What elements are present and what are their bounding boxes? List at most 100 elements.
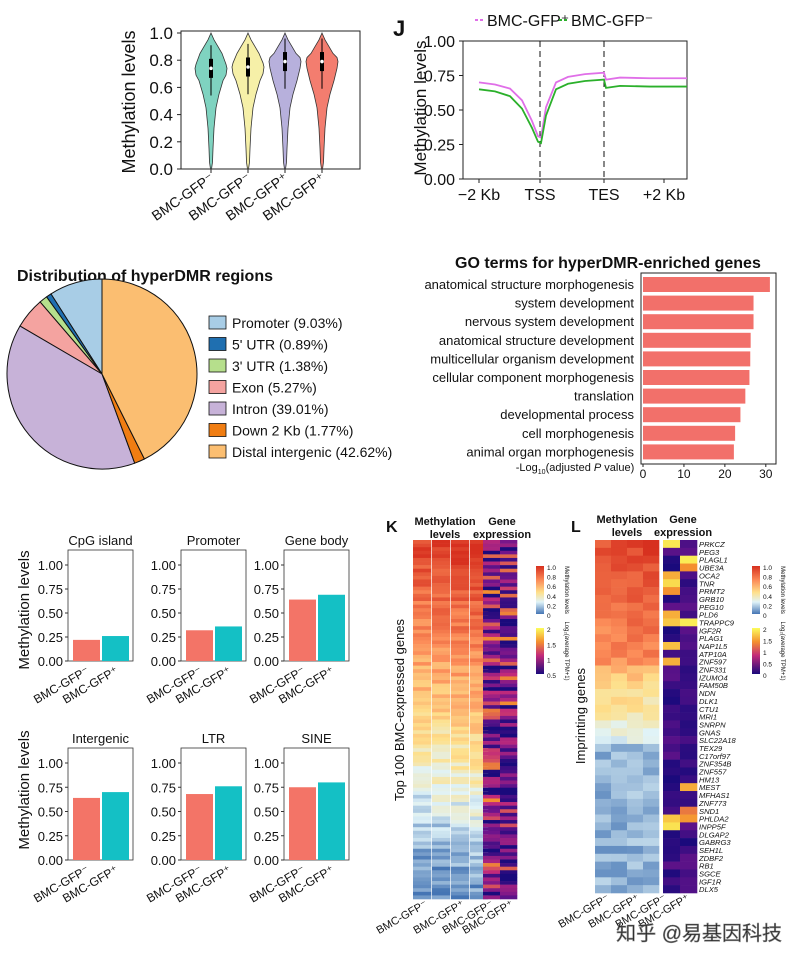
heatmap-cell: [483, 629, 501, 634]
heatmap-cell: [611, 673, 628, 682]
bar-ytick-label: 1.00: [38, 558, 63, 573]
heatmap-cell: [483, 891, 501, 896]
heatmap-cell: [611, 743, 628, 753]
heatmap-cell: [500, 687, 518, 692]
heatmap-cell: [483, 658, 501, 663]
heatmap-cell: [611, 845, 628, 855]
expr-colorbar-tick: 1: [763, 650, 767, 657]
panel-letter-j: J: [393, 16, 405, 41]
heatmap-cell: [451, 601, 470, 605]
heatmap-cell: [413, 866, 432, 871]
heatmap-cell: [611, 853, 628, 862]
k-col2-line2: expression: [473, 529, 531, 541]
heatmap-cell: [500, 690, 518, 695]
heatmap-cell: [483, 680, 501, 684]
heatmap-cell: [432, 855, 451, 860]
heatmap-cell: [643, 665, 660, 674]
heatmap-cell: [611, 689, 628, 698]
heatmap-cell: [680, 571, 698, 580]
heatmap-cell: [432, 557, 451, 562]
profile-legend-label: BMC-GFP⁺: [487, 13, 569, 30]
heatmap-cell: [500, 881, 518, 885]
pie-legend-label: 5' UTR (0.89%): [232, 337, 328, 353]
gene-label: SLC22A18: [699, 736, 737, 745]
heatmap-cell: [432, 780, 451, 785]
heatmap-cell: [483, 568, 501, 573]
gene-label: OCA2: [699, 571, 720, 580]
heatmap-cell: [680, 798, 698, 808]
heatmap-cell: [627, 563, 644, 572]
heatmap-cell: [627, 641, 644, 651]
heatmap-cell: [595, 626, 612, 635]
heatmap-cell: [680, 540, 698, 549]
heatmap-cell: [470, 557, 489, 562]
heatmap-cell: [432, 705, 451, 710]
heatmap-cell: [500, 827, 518, 832]
heatmap-cell: [611, 798, 628, 808]
heatmap-cell: [595, 540, 612, 549]
heatmap-cell: [663, 594, 681, 604]
heatmap-cell: [470, 863, 489, 867]
heatmap-cell: [483, 726, 501, 731]
heatmap-cell: [483, 697, 501, 702]
heatmap-cell: [483, 737, 501, 742]
heatmap-cell: [483, 841, 501, 846]
heatmap-cell: [470, 744, 489, 749]
bar-mark: [102, 636, 129, 661]
heatmap-cell: [680, 869, 698, 878]
heatmap-cell: [413, 654, 432, 659]
heatmap-cell: [643, 579, 660, 588]
heatmap-cell: [432, 726, 451, 731]
heatmap-cell: [500, 809, 518, 814]
heatmap-cell: [432, 784, 451, 789]
heatmap-cell: [451, 866, 470, 871]
expr-colorbar-tick: 0.5: [547, 673, 556, 680]
heatmap-cell: [483, 604, 501, 609]
heatmap-cell: [483, 855, 501, 860]
heatmap-cell: [451, 859, 470, 864]
heatmap-cell: [451, 820, 470, 824]
heatmap-cell: [451, 805, 470, 810]
heatmap-cell: [483, 694, 501, 699]
bar-ytick-label: 0.75: [254, 582, 279, 597]
bar-panel-title: Gene body: [285, 533, 349, 548]
pie-legend-label: Exon (5.27%): [232, 380, 317, 396]
heatmap-cell: [413, 845, 432, 850]
heatmap-cell: [680, 665, 698, 674]
heatmap-cell: [432, 730, 451, 735]
heatmap-cell: [451, 870, 470, 875]
violin-ytick-label: 1.0: [149, 24, 173, 43]
heatmap-cell: [451, 873, 470, 878]
heatmap-cell: [470, 870, 489, 875]
heatmap-cell: [663, 689, 681, 698]
heatmap-cell: [413, 647, 432, 652]
heatmap-cell: [451, 572, 470, 577]
heatmap-cell: [432, 633, 451, 638]
heatmap-cell: [680, 728, 698, 737]
heatmap-cell: [470, 676, 489, 681]
heatmap-cell: [500, 629, 518, 634]
heatmap-cell: [470, 604, 489, 609]
heatmap-cell: [451, 561, 470, 566]
heatmap-cell: [451, 611, 470, 616]
heatmap-cell: [432, 859, 451, 864]
expr-colorbar-tick: 1.5: [547, 642, 556, 649]
heatmap-cell: [663, 610, 681, 619]
heatmap-cell: [451, 848, 470, 853]
go-bar: [643, 407, 741, 423]
heatmap-cell: [483, 762, 501, 767]
heatmap-cell: [663, 712, 681, 721]
heatmap-cell: [483, 633, 501, 638]
heatmap-cell: [432, 680, 451, 684]
heatmap-cell: [470, 586, 489, 591]
heatmap-cell: [500, 604, 518, 609]
heatmap-cell: [663, 563, 681, 572]
heatmap-cell: [500, 848, 518, 853]
heatmap-cell: [432, 575, 451, 580]
heatmap-cell: [500, 773, 518, 778]
heatmap-cell: [483, 719, 501, 724]
heatmap-cell: [483, 590, 501, 595]
heatmap-cell: [483, 848, 501, 853]
heatmap-cell: [611, 696, 628, 706]
heatmap-cell: [413, 855, 432, 860]
